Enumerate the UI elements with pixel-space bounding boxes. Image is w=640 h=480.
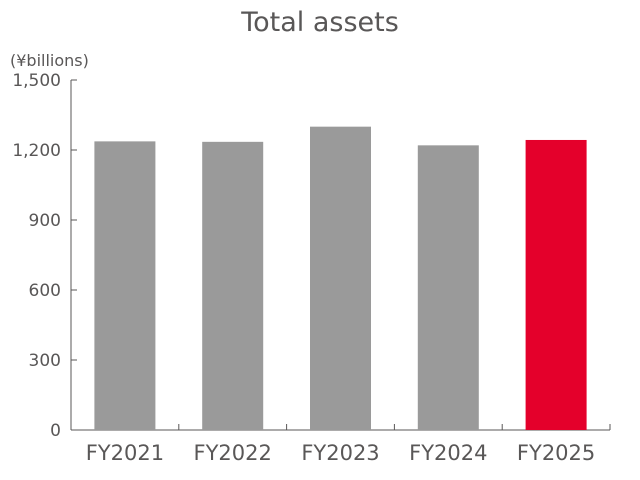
bars: [94, 126, 587, 431]
x-axis-ticks: FY2021 FY2022 FY2023 FY2024 FY2025: [86, 424, 611, 465]
bar-fy2021: [94, 141, 156, 430]
x-tick-label: FY2024: [409, 441, 487, 465]
x-tick-label: FY2023: [301, 441, 379, 465]
chart-title: Total assets: [240, 7, 399, 38]
y-tick-label: 300: [29, 351, 61, 371]
y-axis-ticks: 0 300 600 900 1,200 1,500: [12, 71, 77, 441]
y-tick-label: 1,200: [12, 141, 61, 161]
y-tick-label: 900: [29, 211, 61, 231]
bar-fy2024: [417, 145, 479, 431]
y-tick-label: 600: [29, 281, 61, 301]
unit-label: (¥billions): [10, 51, 89, 70]
x-tick-label: FY2022: [194, 441, 272, 465]
bar-fy2022: [202, 141, 264, 431]
bar-fy2023: [310, 126, 371, 431]
y-tick-label: 1,500: [12, 71, 61, 91]
x-tick-label: FY2021: [86, 441, 164, 465]
y-tick-label: 0: [50, 421, 61, 441]
x-tick-label: FY2025: [517, 441, 595, 465]
bar-fy2025: [525, 139, 587, 430]
